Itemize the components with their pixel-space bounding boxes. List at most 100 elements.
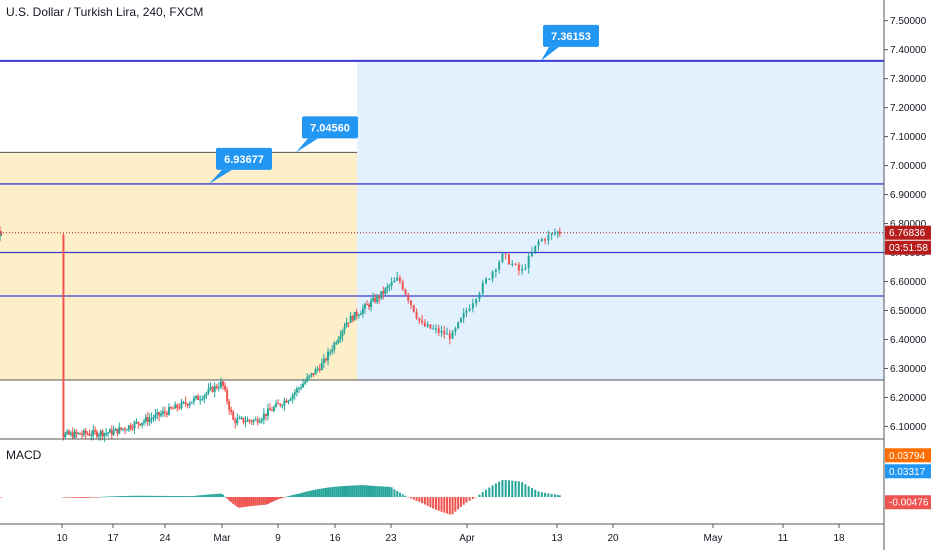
candle-body (481, 282, 484, 294)
candle-body (468, 308, 471, 311)
macd-hist-bar (454, 497, 457, 512)
candle-body (393, 280, 396, 283)
macd-hist-bar (88, 497, 91, 498)
candle-body (73, 431, 76, 438)
y-tick-label: 6.90000 (890, 190, 927, 201)
macd-hist-bar (135, 495, 138, 497)
macd-hist-bar (339, 486, 342, 497)
time-axis[interactable]: 10 17 24 Mar 9 16 23 Apr 13 20 May 11 18 (56, 524, 845, 544)
candle-body (329, 351, 332, 353)
candle-body (150, 418, 153, 420)
macd-hist-bar (327, 487, 330, 497)
candle-body (137, 421, 140, 424)
price-axis[interactable]: 7.50000 7.40000 7.30000 7.20000 7.10000 7.000… (883, 0, 931, 550)
macd-hist-bar (511, 480, 514, 497)
macd-hist-bar (388, 486, 391, 497)
y-tick-label: 7.00000 (890, 161, 927, 172)
y-tick-label: 6.40000 (890, 335, 927, 346)
candle-body (426, 324, 429, 327)
macd-hist-bar (82, 497, 85, 498)
x-tick-label: 24 (159, 533, 171, 544)
macd-hist-bar (316, 489, 319, 497)
macd-hist-bar (459, 497, 462, 507)
macd-hist-bar (333, 486, 336, 497)
candle-body (423, 322, 426, 327)
candle-body (252, 420, 255, 422)
macd-hist-bar (475, 497, 478, 498)
macd-hist-bar (176, 495, 179, 497)
candle-body (285, 400, 288, 403)
macd-hist-bar (144, 495, 147, 497)
macd-hist-bar (268, 497, 271, 504)
macd-hist-bar (491, 485, 494, 497)
macd-hist-bar (246, 497, 249, 507)
candle-body (351, 315, 354, 321)
candle-body (232, 412, 235, 420)
macd-hist-bar (277, 497, 280, 500)
macd-hist-bar (97, 497, 100, 498)
macd-hist-bar (349, 485, 352, 497)
macd-hist-bar (195, 495, 198, 497)
candle-body (534, 245, 537, 253)
macd-hist-bar (139, 495, 142, 497)
candle-body (310, 373, 313, 376)
candle-body (398, 277, 401, 282)
candle-body (268, 408, 271, 411)
candle-body (396, 277, 399, 281)
macd-hist-bar (131, 495, 134, 497)
macd-hist-bar (141, 495, 144, 497)
macd-hist-bar (219, 493, 222, 497)
macd-hist-bar (112, 496, 115, 497)
macd-hist-bar (370, 485, 373, 497)
candle-body (556, 231, 559, 234)
macd-hist-bar (558, 495, 561, 497)
candle-body (421, 320, 424, 323)
macd-hist-bar (114, 496, 117, 497)
macd-hist-bar (120, 496, 123, 497)
x-tick-label: 23 (385, 533, 397, 544)
candle-body (114, 428, 117, 431)
macd-hist-bar (108, 496, 111, 497)
candle-body (238, 417, 241, 419)
macd-hist-bar (337, 486, 340, 497)
macd-hist-bar (125, 495, 128, 497)
y-tick-label: 7.20000 (890, 103, 927, 114)
candle-body (488, 278, 491, 280)
macd-hist-bar (118, 496, 121, 497)
macd-hist-bar (129, 495, 132, 497)
macd-hist-bar (192, 495, 195, 497)
candle-body (75, 431, 78, 434)
candle-body (254, 419, 257, 421)
macd-hist-bar (308, 490, 311, 497)
y-tick-label: 6.10000 (890, 422, 927, 433)
candle-body (209, 386, 212, 389)
macd-hist-bar (488, 487, 491, 497)
candle-body (316, 368, 319, 370)
macd-hist-bar (256, 497, 259, 506)
candle-body (188, 403, 191, 406)
candle-body (363, 304, 366, 309)
macd-hist-bar (421, 497, 424, 504)
macd-hist-bar (66, 497, 69, 498)
x-tick-label: Mar (213, 533, 231, 544)
macd-hist-bar (190, 496, 193, 497)
candles-layer (0, 226, 561, 443)
candle-body (167, 407, 170, 415)
macd-hist-bar (68, 497, 71, 498)
macd-hist-bar (199, 495, 202, 497)
macd-hist-bar (163, 495, 166, 497)
macd-hist-bar (355, 485, 358, 497)
macd-hist-bar (73, 497, 76, 498)
macd-hist-bar (148, 495, 151, 497)
macd-hist-bar (209, 494, 212, 497)
y-tick-label: 7.50000 (890, 16, 927, 27)
candle-body (178, 407, 181, 409)
candle-body (124, 428, 127, 430)
candle-body (376, 295, 379, 302)
macd-hist-bar (250, 497, 253, 507)
candle-body (517, 264, 520, 271)
macd-hist-bar (283, 497, 286, 498)
candle-body (485, 279, 488, 283)
candle-body (82, 430, 85, 435)
